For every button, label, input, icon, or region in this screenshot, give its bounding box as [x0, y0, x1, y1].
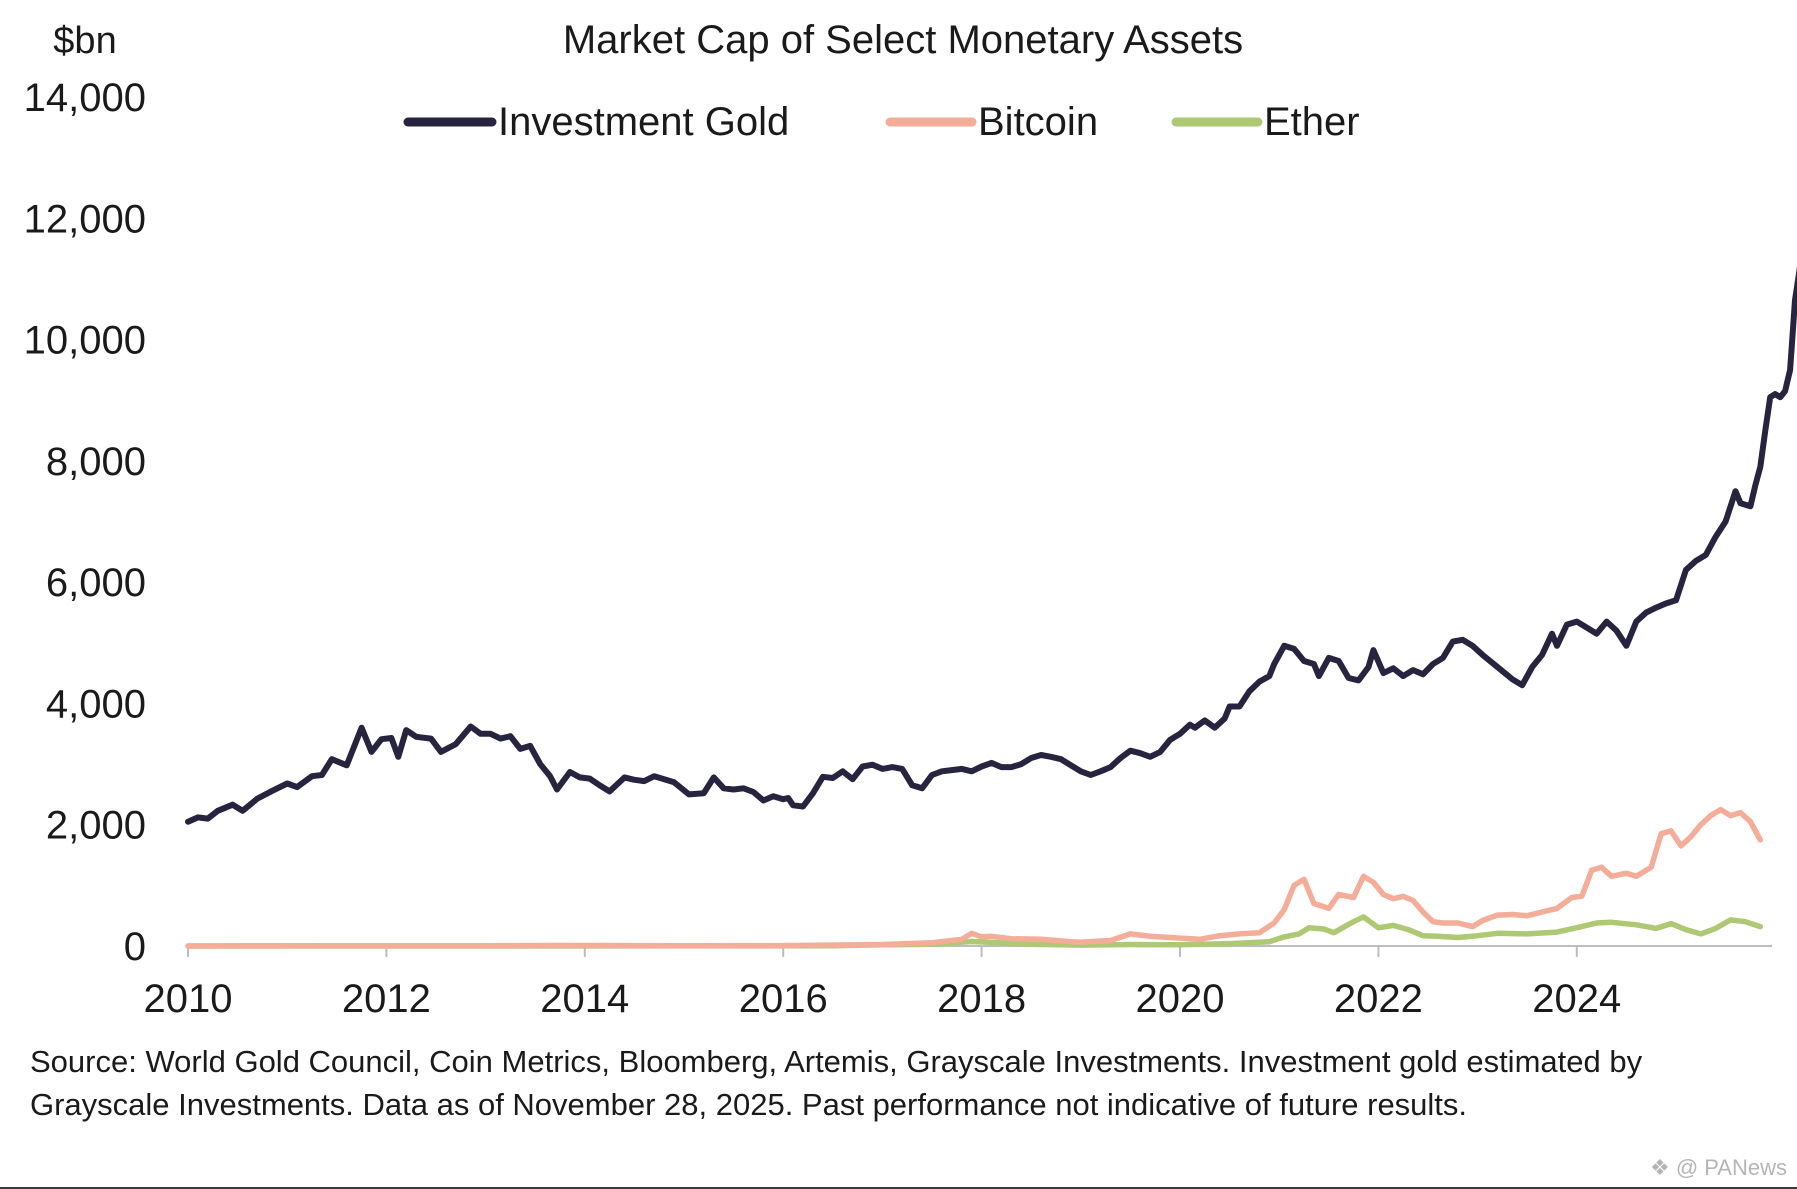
- y-tick-label: 4,000: [46, 682, 146, 726]
- x-tick-label: 2022: [1334, 977, 1423, 1021]
- y-tick-label: 2,000: [46, 804, 146, 848]
- y-tick-label: 0: [124, 925, 146, 969]
- legend-label-ether: Ether: [1264, 100, 1360, 144]
- x-tick-label: 2020: [1136, 977, 1225, 1021]
- legend: Investment Gold Bitcoin Ether: [403, 100, 1360, 144]
- bottom-rule: [0, 1187, 1797, 1189]
- y-axis-unit-label: $bn: [53, 20, 116, 62]
- legend-item-investment-gold: Investment Gold: [403, 100, 789, 144]
- chart-title: Market Cap of Select Monetary Assets: [563, 18, 1243, 62]
- series-line-investment-gold: [185, 266, 1797, 825]
- x-tick-label: 2016: [739, 977, 828, 1021]
- y-tick-label: 8,000: [46, 440, 146, 484]
- y-tick-label: 12,000: [24, 197, 146, 241]
- y-tick-label: 14,000: [24, 76, 146, 120]
- legend-label-bitcoin: Bitcoin: [978, 100, 1098, 144]
- y-tick-label: 6,000: [46, 561, 146, 605]
- x-tick-label: 2014: [540, 977, 629, 1021]
- series-line-ether: [185, 914, 1764, 949]
- x-tick-label: 2018: [937, 977, 1026, 1021]
- legend-item-bitcoin: Bitcoin: [885, 100, 1098, 144]
- x-axis-ticks: 2010 2012 2014 2016 2018 2020 2022 2024: [144, 946, 1621, 1021]
- y-axis-ticks: 0 2,000 4,000 6,000 8,000 10,000 12,000 14,000: [24, 76, 146, 969]
- x-tick-label: 2012: [342, 977, 431, 1021]
- x-tick-label: 2010: [144, 977, 233, 1021]
- legend-item-ether: Ether: [1171, 100, 1360, 144]
- legend-label-investment-gold: Investment Gold: [498, 100, 789, 144]
- watermark: ❖ @ PANews: [1649, 1155, 1787, 1180]
- source-note: Source: World Gold Council, Coin Metrics…: [30, 1044, 1643, 1122]
- y-tick-label: 10,000: [24, 319, 146, 363]
- series-layer: [185, 266, 1797, 949]
- series-line-bitcoin: [185, 806, 1764, 949]
- x-tick-label: 2024: [1532, 977, 1621, 1021]
